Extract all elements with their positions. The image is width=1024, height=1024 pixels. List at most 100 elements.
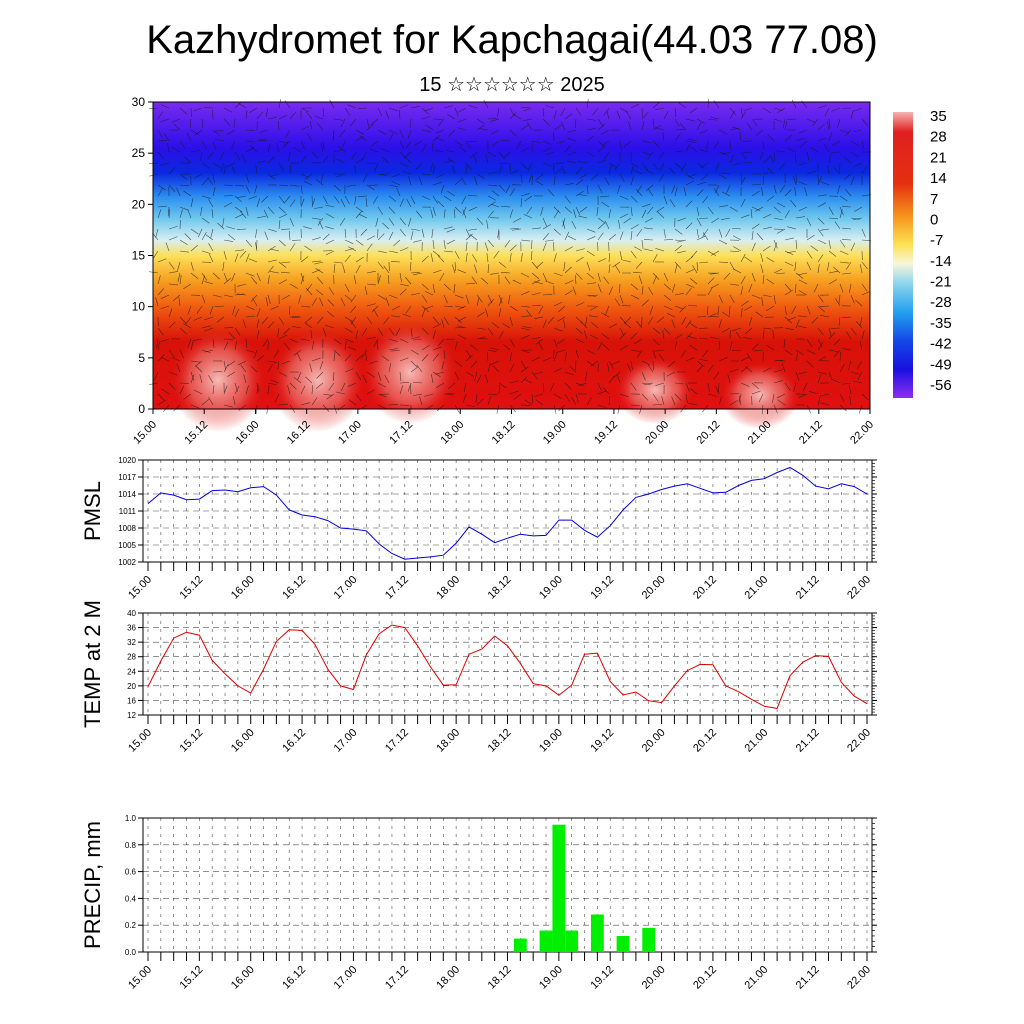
wind-barb — [457, 107, 467, 113]
wind-barb — [630, 195, 638, 203]
wind-barb — [421, 195, 431, 201]
wind-barb — [355, 206, 364, 213]
wind-barb — [839, 393, 845, 403]
wind-barb — [760, 253, 764, 263]
wind-barb — [538, 305, 544, 314]
wind-barb — [769, 154, 775, 164]
wind-barb — [212, 338, 215, 348]
wind-barb — [702, 228, 709, 237]
x-tick-label: 17.12 — [383, 727, 411, 755]
wind-barb — [440, 184, 445, 194]
wind-barb — [168, 371, 178, 376]
wind-barb — [358, 107, 368, 110]
wind-barb — [732, 327, 742, 332]
wind-barb — [791, 305, 797, 314]
wind-barb — [377, 206, 384, 215]
wind-barb — [223, 327, 234, 329]
wind-barb — [784, 305, 787, 315]
wind-barb — [542, 319, 547, 329]
wind-barb — [509, 390, 519, 395]
wind-barb — [732, 227, 742, 230]
wind-barb — [721, 191, 731, 197]
wind-barb — [239, 210, 247, 219]
wind-barb — [608, 162, 617, 169]
wind-barb — [424, 107, 434, 112]
wind-barb — [245, 315, 255, 318]
wind-barb — [798, 162, 808, 166]
wind-barb — [234, 206, 243, 213]
wind-barb — [740, 253, 746, 263]
wind-barb — [520, 173, 523, 183]
wind-barb — [759, 151, 764, 161]
wind-barb — [212, 294, 222, 298]
wind-barb — [623, 140, 632, 147]
wind-barb — [454, 107, 459, 117]
wind-barb — [861, 393, 869, 401]
colorbar-label: -14 — [930, 253, 952, 270]
wind-barb — [738, 396, 742, 406]
wind-barb — [208, 199, 214, 208]
wind-barb — [756, 233, 764, 241]
wind-barb — [421, 228, 425, 238]
wind-barb — [405, 140, 412, 149]
wind-barb — [685, 283, 695, 288]
wind-barb — [208, 243, 214, 252]
wind-barb — [743, 151, 753, 154]
wind-barb — [641, 151, 651, 156]
wind-barb — [179, 206, 189, 211]
wind-barb — [520, 147, 530, 153]
wind-barb — [364, 352, 368, 362]
wind-barb — [718, 239, 728, 245]
wind-barb — [772, 330, 775, 340]
wind-barb — [644, 227, 654, 230]
wind-barb — [432, 316, 439, 325]
wind-barb — [416, 210, 423, 219]
wind-barb — [201, 195, 211, 199]
wind-barb — [256, 330, 260, 340]
wind-barb — [772, 393, 775, 403]
wind-barb — [839, 261, 849, 264]
wind-barb — [465, 165, 468, 175]
wind-barb — [406, 198, 412, 208]
wind-barb — [597, 404, 607, 408]
wind-barb — [787, 147, 797, 153]
wind-barb — [418, 176, 423, 186]
wind-barb — [795, 239, 798, 249]
y-tick-label: 1005 — [118, 541, 136, 550]
wind-barb — [348, 399, 357, 406]
wind-barb — [496, 107, 500, 117]
wind-barb — [536, 261, 544, 269]
wind-barb — [523, 107, 533, 112]
wind-barb — [512, 228, 522, 231]
wind-barb — [861, 330, 865, 340]
wind-barb — [680, 349, 687, 358]
y-tick-label: 1020 — [118, 456, 136, 465]
wind-barb — [689, 322, 698, 329]
wind-barb — [288, 231, 291, 241]
wind-barb — [707, 277, 715, 285]
wind-barb — [600, 312, 610, 318]
wind-barb — [344, 316, 353, 322]
wind-barb — [487, 349, 497, 353]
wind-barb — [589, 294, 599, 297]
wind-barb — [622, 259, 632, 263]
y-axis-label: PMSL — [80, 481, 105, 541]
wind-barb — [732, 349, 742, 351]
wind-barb — [256, 111, 263, 120]
wind-barb — [454, 371, 460, 381]
x-tick-label: 16.12 — [280, 574, 308, 602]
wind-barb — [839, 404, 847, 412]
wind-barb — [806, 250, 813, 259]
wind-barb — [542, 293, 552, 296]
wind-barb — [545, 239, 555, 242]
wind-barb — [729, 294, 735, 304]
wind-barb — [256, 308, 261, 318]
wind-barb — [467, 195, 478, 197]
wind-barb — [828, 270, 838, 274]
wind-barb — [289, 184, 299, 187]
wind-barb — [369, 148, 379, 153]
wind-barb — [685, 222, 693, 230]
y-tick-label: 15 — [132, 249, 146, 263]
wind-barb — [729, 368, 739, 373]
wind-barb — [754, 206, 764, 212]
